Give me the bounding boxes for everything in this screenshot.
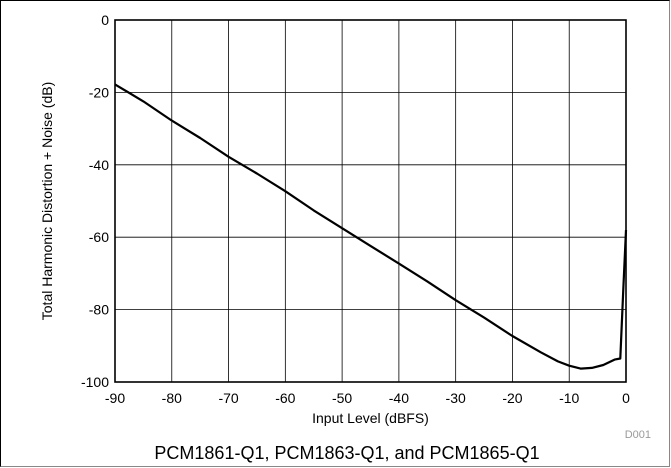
x-tick-label: -40 <box>389 390 409 406</box>
x-tick-label: -50 <box>332 390 352 406</box>
plot-area-border <box>114 19 627 383</box>
x-tick-label: -90 <box>105 390 125 406</box>
figure-caption: PCM1861-Q1, PCM1863-Q1, and PCM1865-Q1 <box>154 443 539 463</box>
x-tick-label: -10 <box>559 390 579 406</box>
figure-tag: D001 <box>625 429 651 441</box>
x-tick-label: -60 <box>275 390 295 406</box>
y-tick-label: -100 <box>81 374 109 390</box>
x-tick-label: -30 <box>446 390 466 406</box>
y-axis-label: Total Harmonic Distortion + Noise (dB) <box>39 82 55 320</box>
x-tick-label: 0 <box>622 390 630 406</box>
x-tick-label: -70 <box>218 390 238 406</box>
y-tick-label: -60 <box>89 229 109 245</box>
series-layer <box>114 83 628 370</box>
y-tick-label: -20 <box>89 84 109 100</box>
x-tick-label: -80 <box>162 390 182 406</box>
y-tick-label: -80 <box>89 302 109 318</box>
y-tick-label: -40 <box>89 157 109 173</box>
x-tick-label: -20 <box>502 390 522 406</box>
series-line-thdn <box>114 83 628 370</box>
x-tick-labels: -90 -80 -70 -60 -50 -40 -30 -20 -10 0 <box>105 390 630 406</box>
y-tick-labels: 0 -20 -40 -60 -80 -100 <box>81 12 109 390</box>
x-axis-label: Input Level (dBFS) <box>312 410 429 426</box>
grid <box>114 19 627 383</box>
y-tick-label: 0 <box>101 12 109 28</box>
